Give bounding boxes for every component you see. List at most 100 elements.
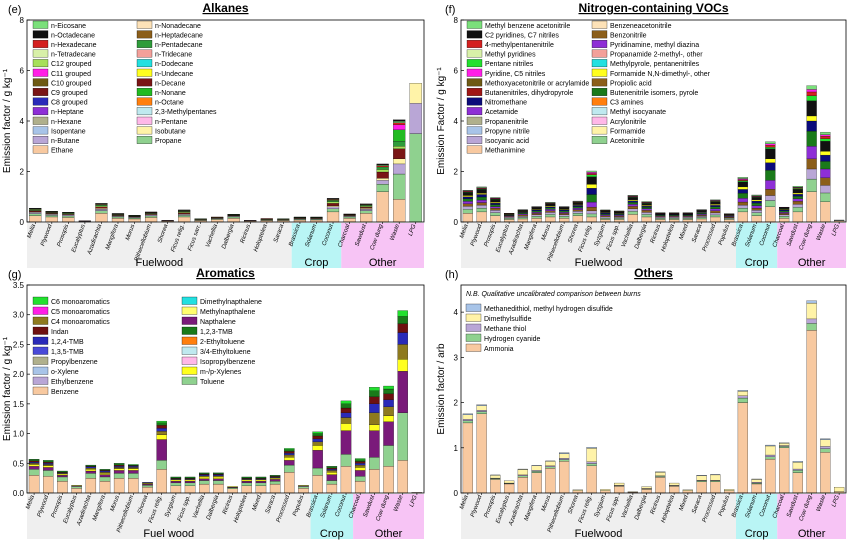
group-label-fuelwood: Fuelwood (575, 528, 623, 540)
bar-segment (157, 460, 167, 469)
bar-segment (114, 463, 124, 464)
bar-segment (587, 462, 597, 464)
bar-segment (284, 465, 294, 472)
bar-segment (360, 206, 372, 207)
bar-segment (100, 472, 110, 473)
bar-segment (477, 197, 487, 200)
legend-swatch (33, 117, 48, 125)
legend-label: n-Pentadecane (155, 42, 203, 49)
bar-segment (383, 394, 393, 400)
bar-segment (128, 470, 138, 473)
bar-segment (807, 169, 817, 179)
bar-segment (765, 163, 775, 171)
legend-label: Methanimine (485, 148, 525, 155)
bar-segment (114, 467, 124, 468)
bar-segment (532, 215, 542, 217)
bar-segment (463, 419, 473, 420)
bar-segment (46, 215, 58, 217)
bar-segment (765, 149, 775, 159)
bar-segment (793, 186, 803, 187)
bar-segment (377, 192, 389, 222)
legend-swatch (467, 98, 482, 106)
legend-label: C5 monoaromatics (51, 309, 110, 316)
legend-label: Methane thiol (484, 326, 526, 333)
bar-segment (398, 333, 408, 345)
bar-segment (628, 195, 638, 196)
bar-segment (518, 475, 528, 476)
legend-swatch (467, 146, 482, 154)
bar-segment (697, 482, 707, 493)
bar-segment (587, 447, 597, 448)
bar-segment (327, 468, 337, 469)
bar-segment (628, 209, 638, 212)
bar-segment (57, 471, 67, 472)
bar-segment (129, 219, 141, 222)
bar-segment (341, 408, 351, 413)
bar-segment (490, 479, 500, 480)
bar-segment (587, 188, 597, 194)
bar-segment (86, 473, 96, 478)
bar-segment (793, 199, 803, 202)
legend-label: Formamide (610, 128, 646, 135)
bar-segment (463, 421, 473, 423)
bar-segment (614, 486, 624, 493)
bar-segment (642, 209, 652, 211)
bar-segment (765, 142, 775, 144)
legend-label: C4 monoaromatics (51, 319, 110, 326)
bar-segment (532, 471, 542, 472)
bar-segment (820, 452, 830, 493)
bar-segment (383, 466, 393, 493)
legend-label: Benzene (51, 389, 79, 396)
bar-segment (518, 216, 528, 217)
bar-segment (477, 194, 487, 197)
bar-segment (807, 86, 817, 90)
legend-swatch (137, 50, 152, 58)
bar-segment (393, 123, 405, 125)
y-tick-label: 0 (454, 489, 459, 498)
bar-segment (738, 403, 748, 493)
legend-label: C8 grouped (51, 100, 88, 107)
bar-segment (559, 213, 569, 214)
bar-segment (490, 202, 500, 203)
bar-segment (157, 431, 167, 435)
bar-segment (697, 219, 707, 222)
bar-segment (587, 174, 597, 175)
bar-segment (100, 477, 110, 481)
bar-segment (199, 475, 209, 476)
legend-swatch (467, 88, 482, 96)
bar-segment (114, 478, 124, 493)
bar-segment (114, 473, 124, 478)
bar-segment (710, 207, 720, 209)
bar-segment (178, 213, 190, 214)
panel-title: Alkanes (202, 1, 248, 15)
legend-swatch (33, 127, 48, 135)
bar-segment (642, 206, 652, 207)
bar-segment (807, 92, 817, 96)
bar-segment (463, 195, 473, 196)
bar-segment (628, 201, 638, 203)
bar-segment (95, 211, 107, 214)
bar-segment (327, 203, 339, 206)
bar-segment (642, 214, 652, 217)
panel-label: (e) (8, 4, 21, 16)
bar-segment (360, 209, 372, 211)
bar-segment (313, 434, 323, 436)
bar-segment (477, 208, 487, 212)
bar-segment (142, 485, 152, 487)
bar-segment (600, 216, 610, 217)
bar-segment (710, 211, 720, 213)
bar-segment (463, 414, 473, 415)
bar-segment (72, 486, 82, 488)
bar-segment (43, 461, 53, 462)
bar-segment (410, 103, 422, 133)
legend-label: n-Nonadecane (155, 23, 201, 30)
legend-label: Methylpyrole, pentanenitriles (610, 61, 700, 68)
bar-segment (820, 135, 830, 137)
bar-segment (545, 204, 555, 206)
bar-segment (669, 483, 679, 485)
bar-segment (614, 215, 624, 216)
bar-segment (490, 213, 500, 216)
bar-segment (710, 215, 720, 217)
legend-swatch (592, 59, 607, 67)
